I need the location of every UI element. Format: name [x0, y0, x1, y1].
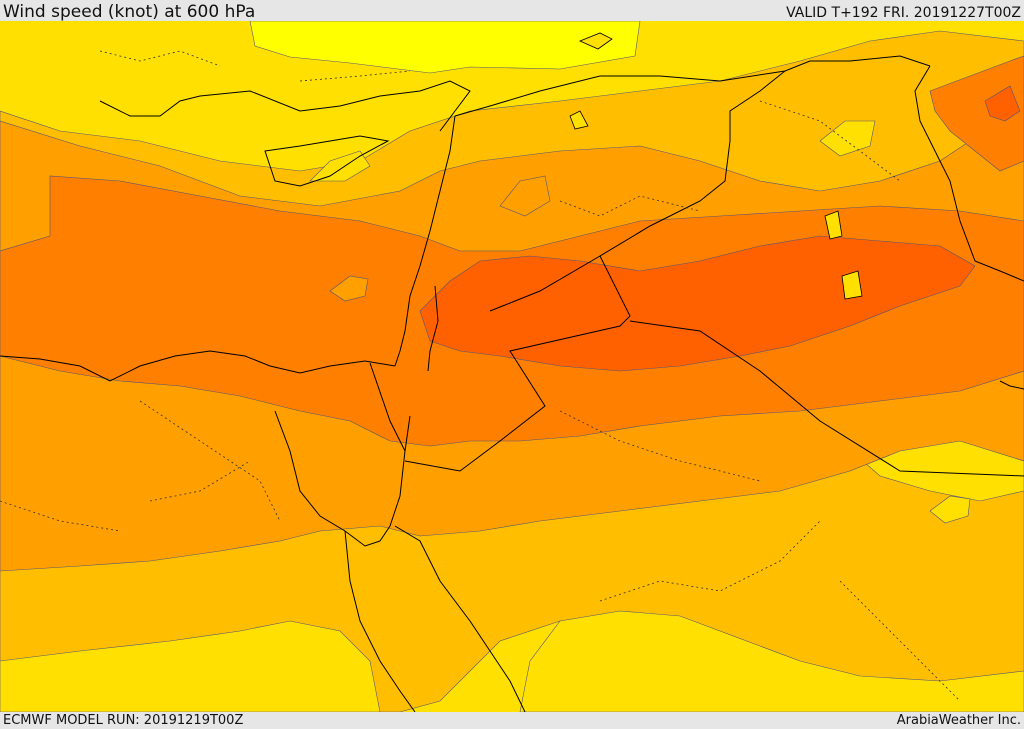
- footer-bar: ECMWF MODEL RUN: 20191219T00Z ArabiaWeat…: [0, 712, 1024, 729]
- red-sea-east: [394, 525, 526, 712]
- model-run: ECMWF MODEL RUN: 20191219T00Z: [3, 713, 244, 728]
- credit: ArabiaWeather Inc.: [896, 713, 1021, 728]
- cyprus-coast: [264, 135, 390, 187]
- band-red-orange: [419, 235, 976, 372]
- admin-line-1: [99, 50, 221, 67]
- lake-milh: [841, 270, 863, 300]
- levant-coast: [394, 115, 456, 367]
- band-red-orange-ne-core: [984, 85, 1021, 122]
- jordan-saudi-border: [404, 255, 631, 472]
- valid-time: VALID T+192 FRI. 20191227T00Z: [786, 5, 1021, 21]
- map-canvas: [0, 21, 1024, 712]
- turkey-south-border: [454, 55, 931, 117]
- admin-line-4: [149, 460, 251, 502]
- band-light-yellow: [249, 21, 641, 74]
- patch-yellow-ne: [819, 120, 876, 157]
- lake-van: [578, 32, 613, 50]
- band-yellow-island: [929, 495, 971, 524]
- iraq-saudi-border: [629, 320, 1024, 477]
- jordan-river: [427, 285, 439, 372]
- syria-iraq-border: [489, 70, 786, 312]
- admin-line-3: [139, 400, 281, 522]
- gulf-of-aqaba: [379, 415, 411, 542]
- map-title: Wind speed (knot) at 600 hPa: [3, 2, 256, 22]
- iran-west-border: [914, 65, 1024, 282]
- band-red-orange-ne: [929, 55, 1024, 172]
- band-yellow-bottom-right: [519, 610, 1024, 712]
- admin-line-5: [559, 195, 701, 217]
- admin-line-7: [599, 520, 821, 602]
- wind-speed-map[interactable]: [0, 21, 1024, 712]
- turkey-coast: [99, 80, 471, 132]
- admin-line-6: [559, 410, 761, 482]
- admin-line-8: [839, 580, 961, 702]
- patch-amber-1: [499, 175, 551, 217]
- sinai-border: [369, 362, 406, 452]
- egypt-north-coast: [0, 350, 396, 382]
- red-sea-west: [344, 530, 416, 712]
- persian-gulf-coast: [999, 380, 1024, 390]
- lake-tharthar: [824, 210, 843, 240]
- patch-yellow-cyprus: [309, 150, 371, 182]
- gulf-of-suez: [274, 410, 381, 547]
- patch-orange-mid: [329, 275, 369, 302]
- lake-ataturk: [569, 110, 589, 130]
- admin-line-10: [0, 500, 121, 532]
- header-bar: Wind speed (knot) at 600 hPa VALID T+192…: [0, 0, 1024, 21]
- admin-line-2: [299, 70, 411, 82]
- admin-line-9: [759, 100, 901, 182]
- band-yellow-bottom-left: [0, 620, 381, 712]
